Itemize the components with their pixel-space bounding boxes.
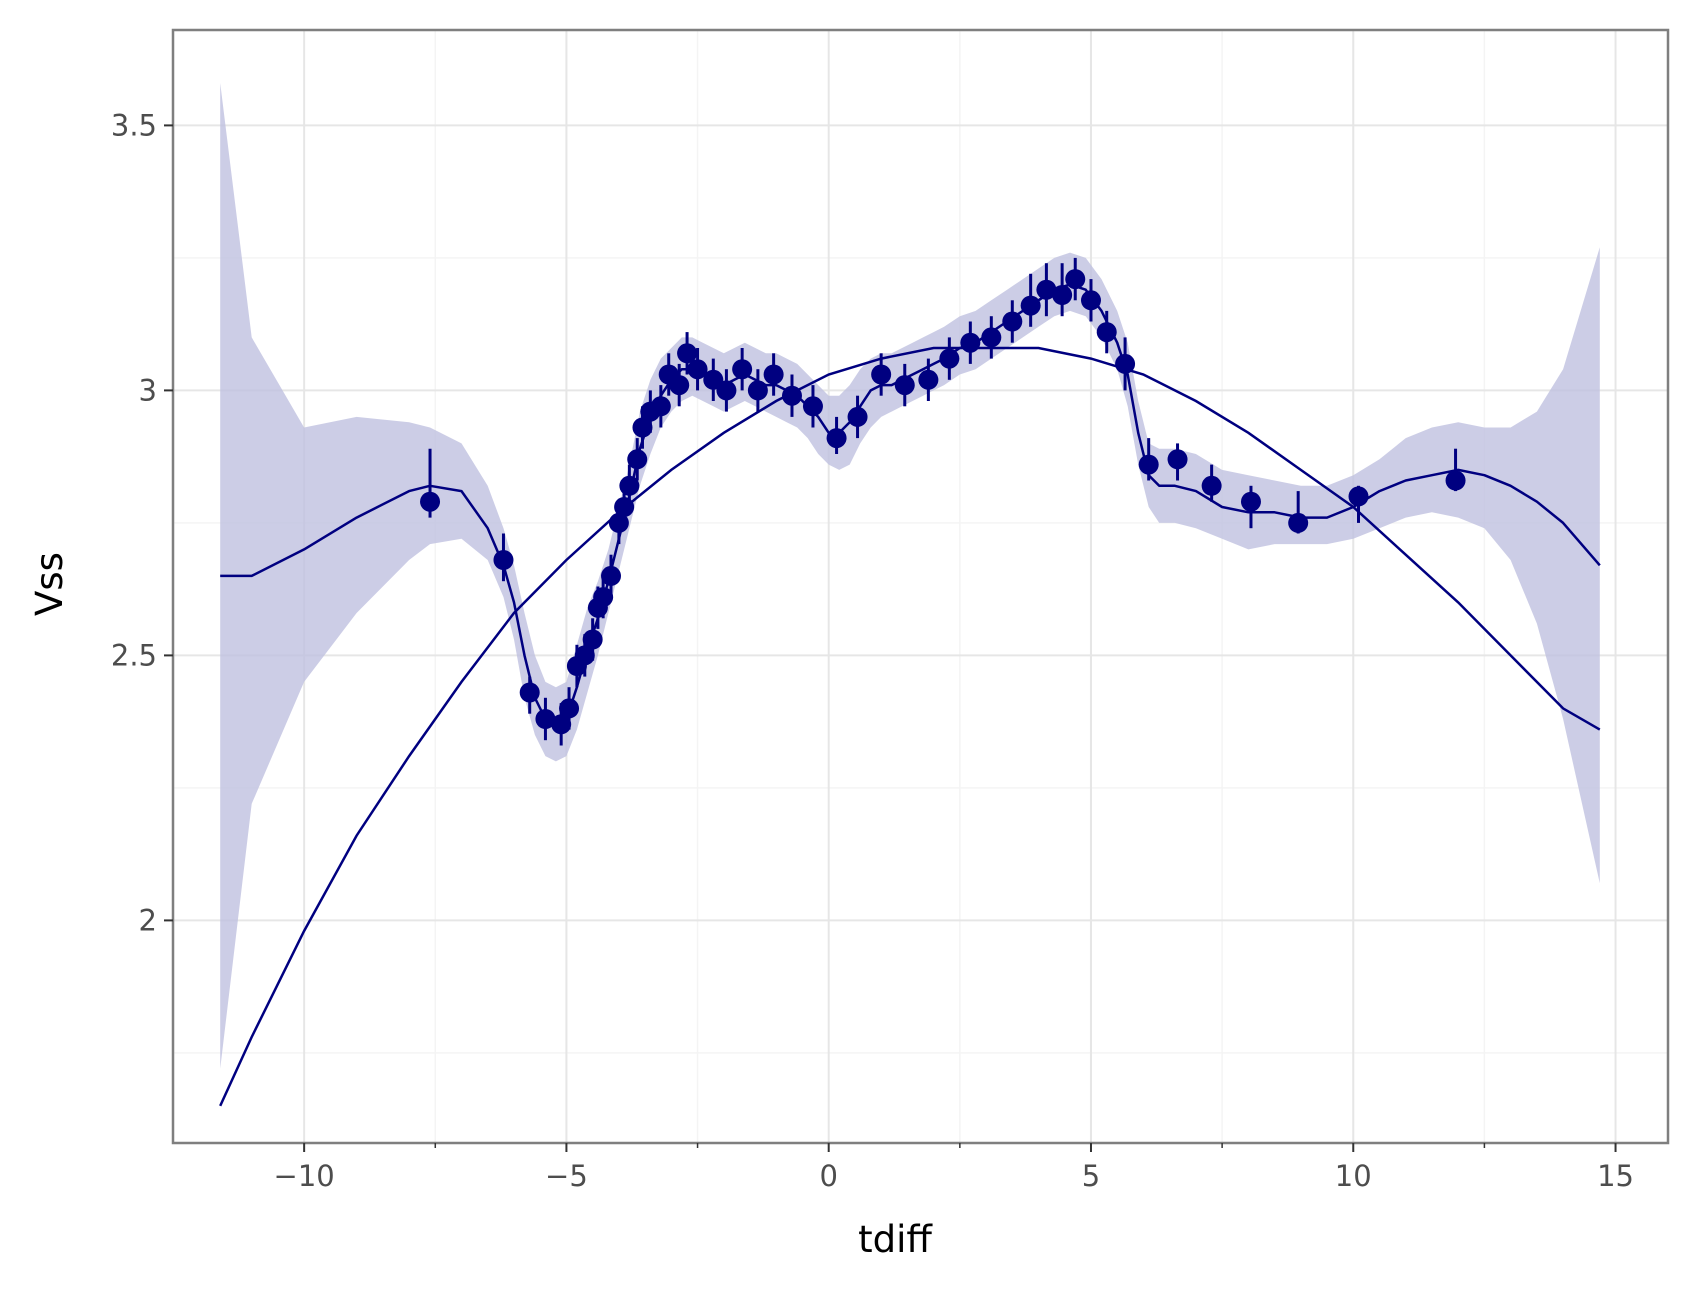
data-point [1052,285,1073,305]
data-point [632,417,653,438]
data-point [1096,322,1117,343]
data-point [593,587,614,608]
data-point [677,343,698,364]
data-point [1020,295,1041,316]
data-point [802,396,823,417]
data-point [582,629,603,650]
x-axis: −10 −5 0 5 10 15 [274,1143,1634,1193]
x-tick-label: 0 [819,1159,837,1193]
data-point [650,396,671,417]
data-point [687,359,708,380]
data-point [1080,290,1101,311]
data-point [574,645,595,666]
data-point [981,327,1002,348]
data-point [1115,353,1136,374]
quadratic-fit-line [219,346,1601,1107]
data-point [1138,454,1159,475]
data-point [535,709,556,729]
data-point [716,380,737,401]
data-point [1445,470,1466,491]
data-point [669,375,690,396]
y-tick-label: 2 [139,903,157,937]
data-point [608,512,629,533]
y-tick-label: 3 [139,373,157,407]
data-point [1065,269,1086,290]
x-axis-title: tdiff [858,1218,933,1261]
data-point [614,497,635,517]
data-point [619,475,640,496]
data-point [747,380,768,401]
data-point [551,714,572,735]
data-point [1036,279,1057,300]
data-point [601,565,622,586]
y-axis: 2 2.5 3 3.5 [111,108,173,937]
y-axis-title: Vss [28,552,71,616]
data-point [871,364,892,385]
data-point [918,369,939,390]
y-tick-label: 3.5 [111,108,157,142]
data-point [847,406,868,427]
data-point [960,332,981,353]
data-point [763,364,784,385]
data-point [894,375,915,396]
data-point [1201,475,1222,496]
data-point [732,359,753,380]
data-point [627,449,648,470]
confidence-band [220,83,1600,1069]
data-point [493,550,514,570]
data-point [420,491,441,512]
data-point [559,698,580,719]
x-tick-label: 15 [1597,1159,1634,1193]
data-point [1348,486,1369,507]
data-point [1167,449,1188,470]
y-tick-label: 2.5 [111,638,157,672]
data-point [826,428,847,449]
data-point [1240,491,1261,512]
data-point [781,385,802,406]
x-tick-label: −5 [545,1159,588,1193]
data-point [1288,512,1309,533]
panel-border [171,28,1670,1145]
data-point [519,682,540,703]
data-points [420,269,1466,735]
x-tick-label: −10 [274,1159,335,1193]
data-point [939,348,960,369]
x-tick-label: 10 [1335,1159,1372,1193]
x-tick-label: 5 [1082,1159,1100,1193]
data-point [1002,311,1023,332]
